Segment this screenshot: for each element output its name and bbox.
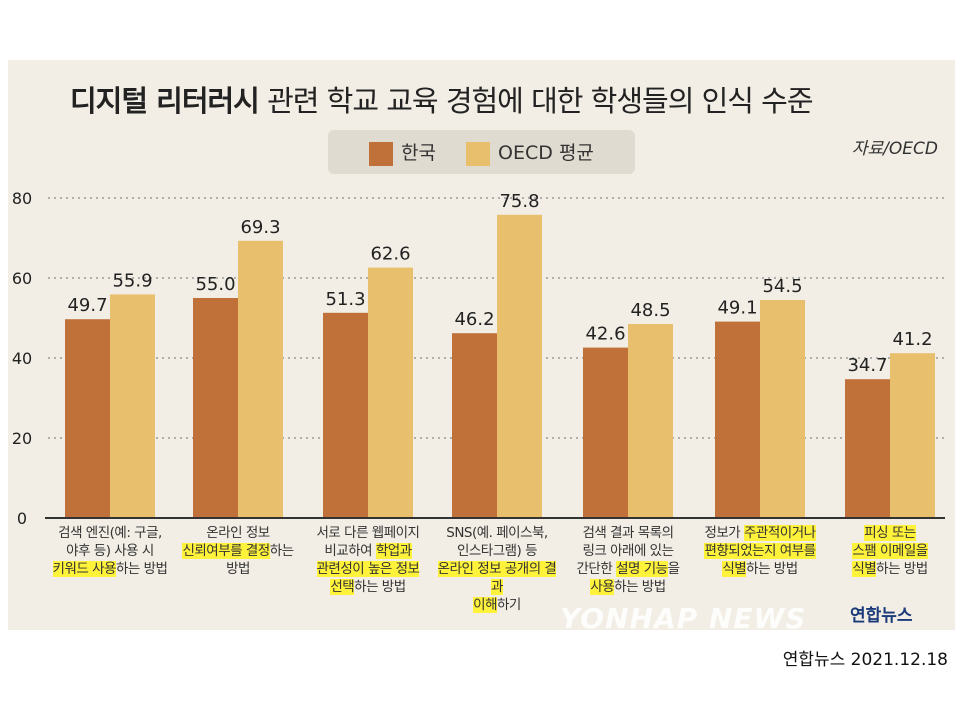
data-label: 48.5: [630, 300, 670, 321]
category-text: 설명 기능: [616, 561, 668, 577]
category-text: 비교하여: [324, 543, 376, 559]
legend: 한국 OECD 평균: [328, 130, 635, 174]
data-label: 42.6: [585, 324, 625, 345]
data-label: 49.7: [67, 295, 107, 316]
y-tick-label: 60: [12, 269, 32, 288]
bar-oecd: [238, 240, 283, 519]
bar-korea: [193, 298, 238, 518]
category-text: 관련성이 높은 정보: [316, 561, 420, 577]
category-text: 주관적이거나: [744, 525, 816, 541]
bar-korea: [452, 333, 497, 518]
data-label: 69.3: [240, 217, 280, 238]
data-label: 62.6: [370, 244, 410, 265]
data-label: 75.8: [499, 191, 539, 212]
footer-credit: 연합뉴스 2021.12.18: [782, 650, 948, 670]
y-tick-label: 20: [12, 429, 32, 448]
category-text: 검색 결과 목록의: [582, 525, 674, 541]
data-label: 55.9: [112, 270, 152, 291]
category-text: 식별: [852, 561, 877, 577]
data-label: 34.7: [847, 355, 887, 376]
y-tick-label: 0: [17, 509, 27, 528]
category-text: 하는 방법: [746, 561, 798, 577]
category-text: 야후 등) 사용 시: [66, 543, 154, 559]
bar-korea: [715, 321, 760, 518]
bar-oecd: [628, 324, 673, 518]
y-tick-label: 40: [12, 349, 32, 368]
bar-oecd: [497, 214, 542, 519]
category-text: 하는 방법: [876, 561, 928, 577]
legend-korea: 한국: [369, 138, 436, 166]
y-tick-label: 80: [12, 189, 32, 208]
category-text: SNS(예. 페이스북,: [446, 525, 548, 541]
watermark: YONHAP NEWS: [560, 602, 807, 635]
category-text: 학업과: [375, 543, 412, 559]
bar-oecd: [368, 267, 413, 518]
category-text: 방법: [226, 561, 250, 577]
category-text: 온라인 정보: [206, 525, 270, 541]
category-text: 정보가: [704, 525, 745, 541]
legend-oecd: OECD 평균: [466, 138, 594, 166]
category-text: 사용: [590, 579, 615, 595]
category-text: 온라인 정보 공개의 결과: [437, 561, 557, 595]
category-text: 검색 엔진(예: 구글,: [58, 525, 162, 541]
source-note: 자료/OECD: [851, 139, 938, 159]
yonhap-logo: 연합뉴스: [850, 606, 913, 626]
chart-title: 디지털 리터러시 관련 학교 교육 경험에 대한 학생들의 인식 수준: [70, 84, 814, 118]
category-text: 인스타그램) 등: [456, 543, 538, 559]
data-label: 46.2: [454, 309, 494, 330]
category-text: 피싱 또는: [864, 525, 916, 541]
bar-oecd: [760, 300, 805, 518]
bar-korea: [583, 347, 628, 518]
bar-korea: [323, 312, 368, 518]
category-text: 선택: [330, 579, 355, 595]
bar-korea: [845, 379, 890, 518]
data-label: 41.2: [892, 329, 932, 350]
data-label: 49.1: [717, 298, 757, 319]
category-text: 링크 아래에 있는: [582, 543, 674, 559]
category-text: 편향되었는지 여부를: [704, 543, 816, 559]
category-text: 하기: [497, 597, 521, 613]
data-label: 54.5: [762, 276, 802, 297]
category-text: 식별: [722, 561, 747, 577]
bar-oecd: [890, 353, 935, 518]
category-text: 하는: [269, 543, 294, 559]
category-text: 스팸 이메일을: [852, 543, 928, 559]
data-label: 51.3: [325, 289, 365, 310]
bar-korea: [65, 319, 110, 518]
category-text: 간단한: [576, 561, 617, 577]
category-text: 이해: [473, 597, 497, 613]
category-text: 키워드 사용: [52, 561, 116, 577]
category-text: 신뢰여부를 결정: [182, 543, 270, 559]
category-text: 을: [667, 561, 680, 577]
category-text: 서로 다른 웹페이지: [316, 525, 420, 541]
category-text: 하는 방법: [115, 561, 168, 577]
data-label: 55.0: [195, 274, 235, 295]
category-text: 하는 방법: [614, 579, 666, 595]
bar-oecd: [110, 294, 155, 518]
category-text: 하는 방법: [354, 579, 406, 595]
